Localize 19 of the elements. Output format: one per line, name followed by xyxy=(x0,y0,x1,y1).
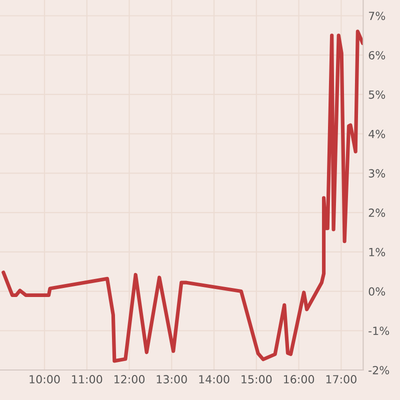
y-tick-label: 7% xyxy=(368,12,386,20)
x-tick-label: 16:00 xyxy=(284,375,314,384)
x-tick-label: 14:00 xyxy=(199,375,230,384)
y-tick-label: -1% xyxy=(368,326,390,336)
x-tick-label: 15:00 xyxy=(242,375,272,384)
x-tick-label: 10:00 xyxy=(30,375,60,384)
y-tick-label: 4% xyxy=(368,130,386,138)
x-tick-label: 11:00 xyxy=(72,375,102,384)
y-tick-label: 0% xyxy=(368,287,386,296)
y-tick-label: 3% xyxy=(368,169,386,178)
x-tick-label: 17:00 xyxy=(326,375,356,384)
y-tick-label: -2% xyxy=(368,366,390,374)
y-tick-label: 6% xyxy=(368,51,386,60)
y-tick-label: 1% xyxy=(369,248,386,256)
x-tick-label: 13:00 xyxy=(156,375,187,384)
y-tick-label: 5% xyxy=(368,90,386,99)
y-tick-label: 2% xyxy=(368,208,386,217)
x-tick-label: 12:00 xyxy=(114,375,145,384)
line-series xyxy=(2,30,364,363)
